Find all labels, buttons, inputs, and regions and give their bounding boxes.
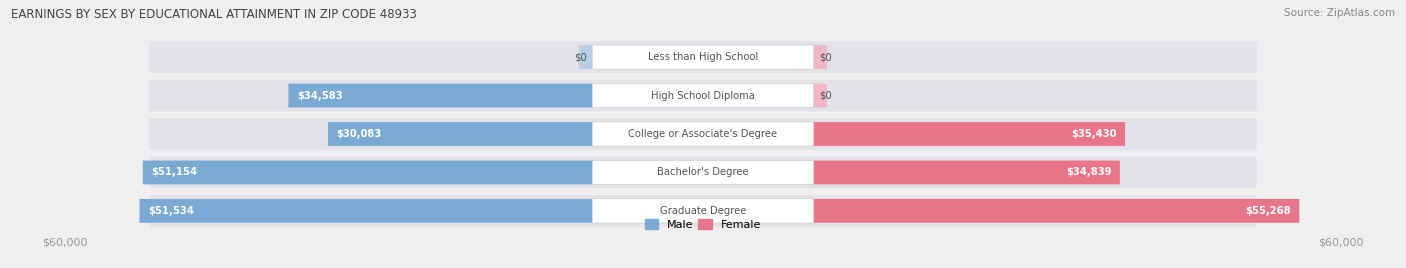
FancyBboxPatch shape [592,199,814,223]
FancyBboxPatch shape [814,122,1125,146]
Text: $51,534: $51,534 [148,206,194,216]
FancyBboxPatch shape [592,160,814,185]
FancyBboxPatch shape [592,45,814,69]
FancyBboxPatch shape [149,41,1257,73]
Text: $34,839: $34,839 [1066,168,1111,177]
Text: High School Diploma: High School Diploma [651,91,755,100]
FancyBboxPatch shape [592,122,814,146]
Text: Less than High School: Less than High School [648,52,758,62]
FancyBboxPatch shape [579,45,592,69]
Text: College or Associate's Degree: College or Associate's Degree [628,129,778,139]
FancyBboxPatch shape [592,83,814,108]
Legend: Male, Female: Male, Female [641,215,765,234]
Text: $0: $0 [574,52,588,62]
Text: EARNINGS BY SEX BY EDUCATIONAL ATTAINMENT IN ZIP CODE 48933: EARNINGS BY SEX BY EDUCATIONAL ATTAINMEN… [11,8,418,21]
FancyBboxPatch shape [328,122,592,146]
FancyBboxPatch shape [814,84,827,107]
FancyBboxPatch shape [139,199,592,223]
Text: $30,083: $30,083 [336,129,381,139]
Text: $0: $0 [818,52,832,62]
Text: Bachelor's Degree: Bachelor's Degree [657,168,749,177]
FancyBboxPatch shape [814,199,1299,223]
FancyBboxPatch shape [814,45,827,69]
FancyBboxPatch shape [288,84,592,107]
FancyBboxPatch shape [143,161,592,184]
FancyBboxPatch shape [149,80,1257,111]
FancyBboxPatch shape [149,195,1257,227]
Text: $51,154: $51,154 [152,168,197,177]
Text: Source: ZipAtlas.com: Source: ZipAtlas.com [1284,8,1395,18]
Text: $35,430: $35,430 [1071,129,1116,139]
FancyBboxPatch shape [149,118,1257,150]
FancyBboxPatch shape [814,161,1119,184]
Text: $34,583: $34,583 [297,91,343,100]
Text: $55,268: $55,268 [1246,206,1291,216]
FancyBboxPatch shape [149,157,1257,188]
Text: Graduate Degree: Graduate Degree [659,206,747,216]
Text: $0: $0 [818,91,832,100]
